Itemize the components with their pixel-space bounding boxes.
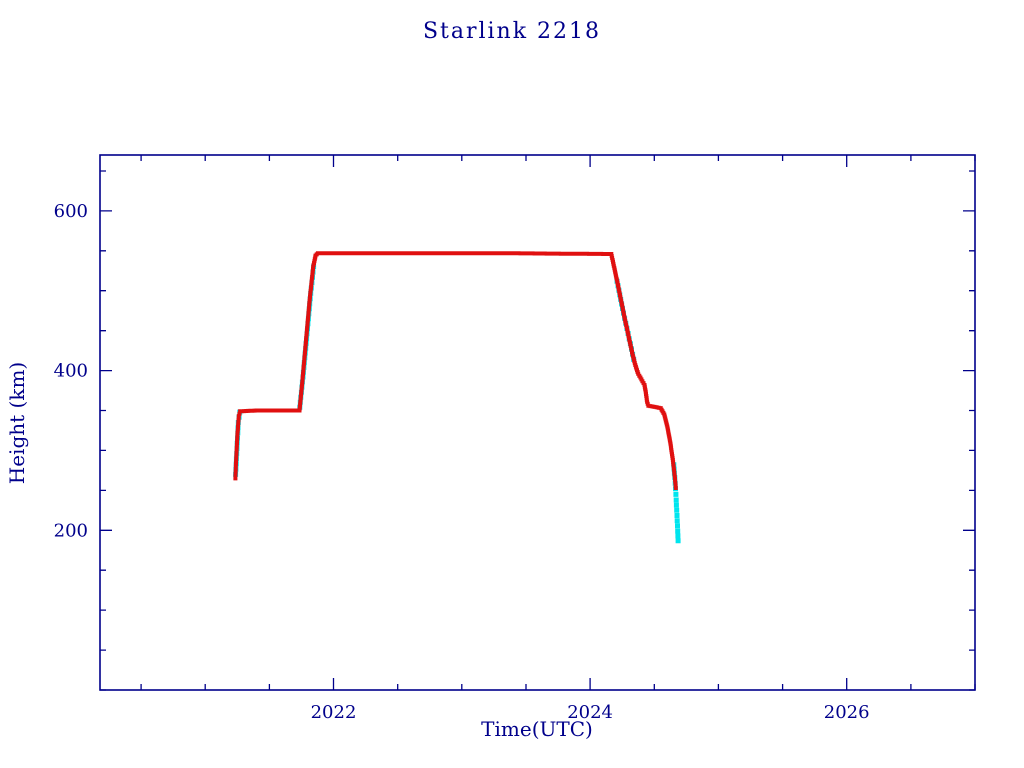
chart-title: Starlink 2218 xyxy=(423,19,601,44)
y-tick-label: 400 xyxy=(54,361,88,382)
x-axis-label: Time(UTC) xyxy=(481,717,593,741)
y-axis-label: Height (km) xyxy=(5,362,29,484)
x-tick-label: 2022 xyxy=(311,702,357,723)
series-markers-red-track xyxy=(233,251,678,490)
x-tick-label: 2024 xyxy=(567,702,613,723)
axis-ticks xyxy=(100,155,976,691)
plot-render-layer: 2022 2024 2026 200 400 600 xyxy=(54,154,976,723)
x-tick-label: 2026 xyxy=(824,702,870,723)
y-tick-label: 600 xyxy=(54,201,88,222)
plot-frame xyxy=(99,154,976,691)
y-tick-label: 200 xyxy=(54,520,88,541)
